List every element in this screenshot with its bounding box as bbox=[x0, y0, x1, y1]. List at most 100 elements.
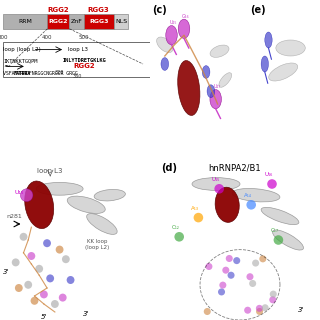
Text: 320: 320 bbox=[54, 70, 64, 76]
Circle shape bbox=[67, 276, 75, 284]
Text: RGG3: RGG3 bbox=[87, 7, 109, 13]
Circle shape bbox=[178, 19, 190, 38]
Text: RGG2: RGG2 bbox=[73, 63, 95, 69]
Text: 500: 500 bbox=[79, 35, 89, 40]
Circle shape bbox=[204, 308, 211, 315]
Circle shape bbox=[12, 259, 20, 266]
Ellipse shape bbox=[67, 196, 105, 213]
Circle shape bbox=[233, 257, 240, 264]
Text: RGG2: RGG2 bbox=[48, 7, 69, 13]
Text: U₁₆: U₁₆ bbox=[265, 172, 273, 177]
Circle shape bbox=[28, 252, 35, 260]
FancyBboxPatch shape bbox=[47, 14, 69, 29]
Text: C₁₇: C₁₇ bbox=[271, 228, 279, 233]
Circle shape bbox=[270, 291, 277, 298]
FancyBboxPatch shape bbox=[3, 14, 47, 29]
Text: I: I bbox=[62, 58, 65, 63]
Circle shape bbox=[261, 56, 268, 72]
Circle shape bbox=[256, 305, 263, 312]
Text: NLS: NLS bbox=[115, 19, 127, 24]
Circle shape bbox=[205, 263, 212, 270]
Ellipse shape bbox=[215, 187, 239, 222]
Circle shape bbox=[252, 260, 259, 267]
Circle shape bbox=[256, 308, 263, 315]
Ellipse shape bbox=[94, 189, 125, 201]
Circle shape bbox=[161, 58, 169, 70]
Circle shape bbox=[226, 255, 233, 262]
Text: IKTNKKTGQPM: IKTNKKTGQPM bbox=[3, 58, 37, 63]
Text: G₁₆: G₁₆ bbox=[182, 13, 190, 19]
Circle shape bbox=[20, 189, 33, 202]
Circle shape bbox=[249, 280, 256, 287]
Text: hnRNPA2/B1: hnRNPA2/B1 bbox=[208, 163, 260, 172]
Text: ZnF: ZnF bbox=[71, 19, 83, 24]
Text: U₁₅: U₁₅ bbox=[14, 189, 23, 195]
Text: U₁₇: U₁₇ bbox=[214, 84, 221, 89]
Text: C₁₂: C₁₂ bbox=[172, 225, 180, 230]
Circle shape bbox=[274, 235, 283, 245]
Text: INLYTDRETGKLKG: INLYTDRETGKLKG bbox=[62, 58, 106, 63]
Text: A₁₄: A₁₄ bbox=[244, 193, 252, 198]
Circle shape bbox=[262, 304, 269, 311]
Ellipse shape bbox=[192, 178, 240, 190]
Circle shape bbox=[246, 273, 253, 280]
Text: loop (loop L2): loop (loop L2) bbox=[3, 47, 41, 52]
Circle shape bbox=[267, 179, 277, 189]
Ellipse shape bbox=[87, 213, 117, 235]
Ellipse shape bbox=[210, 45, 229, 57]
Ellipse shape bbox=[36, 182, 83, 195]
Text: U₁₅: U₁₅ bbox=[212, 177, 220, 182]
Text: KK loop
(loop L2): KK loop (loop L2) bbox=[85, 239, 109, 250]
Text: (e): (e) bbox=[250, 5, 266, 15]
Circle shape bbox=[166, 26, 177, 45]
Circle shape bbox=[59, 294, 67, 301]
Ellipse shape bbox=[269, 63, 298, 81]
FancyBboxPatch shape bbox=[84, 14, 114, 29]
Circle shape bbox=[219, 282, 226, 289]
Circle shape bbox=[35, 265, 43, 273]
Text: FATRRA: FATRRA bbox=[14, 71, 31, 76]
Text: loop L3: loop L3 bbox=[37, 168, 63, 174]
Text: VSFATRRADFNRGGCNGRGGR GRGG: VSFATRRADFNRGGCNGRGGR GRGG bbox=[3, 71, 78, 76]
Circle shape bbox=[265, 32, 272, 48]
Circle shape bbox=[43, 239, 51, 247]
Circle shape bbox=[15, 284, 23, 292]
Circle shape bbox=[214, 184, 224, 194]
Ellipse shape bbox=[276, 40, 305, 56]
Ellipse shape bbox=[25, 181, 54, 228]
Circle shape bbox=[56, 246, 63, 253]
Text: 3': 3' bbox=[298, 308, 304, 313]
Circle shape bbox=[218, 288, 225, 295]
Text: RRM: RRM bbox=[18, 19, 32, 24]
Text: 360: 360 bbox=[72, 74, 82, 79]
Text: 3': 3' bbox=[83, 311, 89, 316]
Circle shape bbox=[269, 296, 276, 303]
Circle shape bbox=[202, 66, 210, 78]
Ellipse shape bbox=[219, 73, 232, 87]
Text: 3': 3' bbox=[3, 269, 10, 275]
Text: 5': 5' bbox=[41, 314, 47, 320]
Circle shape bbox=[62, 255, 70, 263]
Text: RGG3: RGG3 bbox=[89, 19, 108, 24]
Text: RGG2: RGG2 bbox=[49, 19, 68, 24]
Circle shape bbox=[222, 267, 229, 274]
Circle shape bbox=[228, 272, 235, 279]
Circle shape bbox=[244, 307, 251, 314]
Text: ~: ~ bbox=[3, 62, 10, 71]
FancyBboxPatch shape bbox=[69, 14, 84, 29]
FancyBboxPatch shape bbox=[114, 14, 128, 29]
Circle shape bbox=[46, 274, 54, 282]
Text: 400: 400 bbox=[42, 35, 52, 40]
Text: A₁₃: A₁₃ bbox=[191, 205, 199, 211]
Circle shape bbox=[194, 213, 203, 222]
Circle shape bbox=[207, 85, 215, 98]
Text: (d): (d) bbox=[162, 163, 178, 173]
Text: U₁₅: U₁₅ bbox=[170, 20, 177, 25]
Circle shape bbox=[40, 291, 48, 298]
Circle shape bbox=[259, 255, 266, 262]
Text: loop L3: loop L3 bbox=[68, 47, 88, 52]
Ellipse shape bbox=[232, 188, 280, 202]
Text: n281: n281 bbox=[6, 213, 22, 219]
Circle shape bbox=[24, 281, 32, 289]
Ellipse shape bbox=[261, 207, 299, 225]
